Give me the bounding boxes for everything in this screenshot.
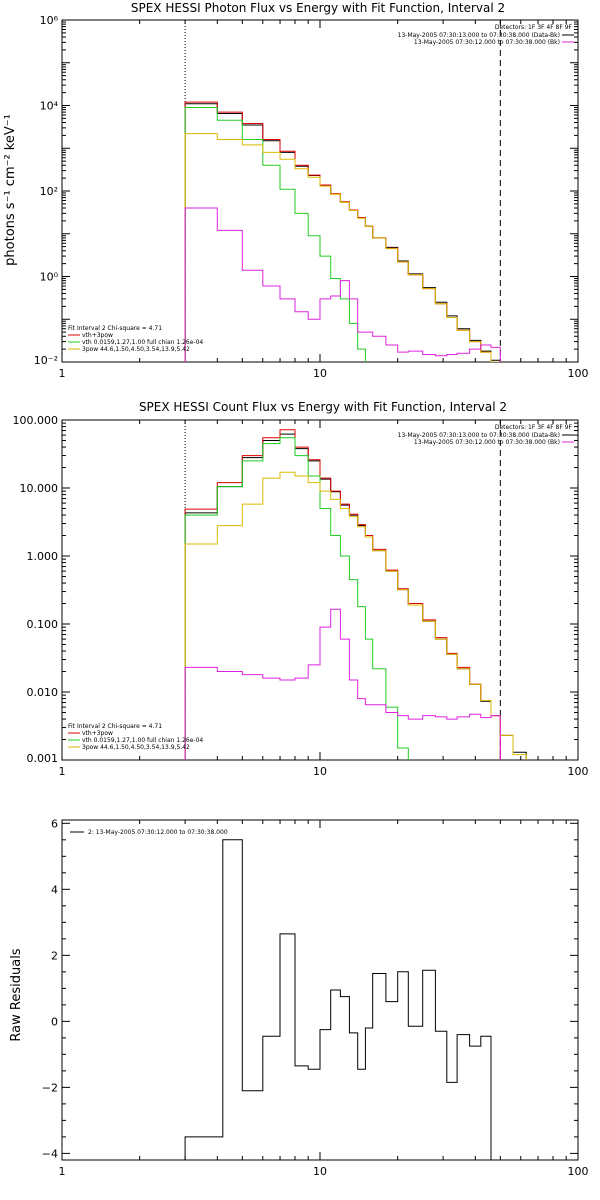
- y-tick-label: 0.010: [27, 686, 59, 699]
- series-line: [184, 471, 539, 760]
- y-tick-label: −4: [42, 1147, 58, 1160]
- legend-entry: 2: 13-May-2005 07:30:12.000 to 07:30:38.…: [88, 829, 228, 836]
- series-line: [184, 437, 409, 760]
- series-line: [184, 429, 501, 760]
- legend-entry: 13-May-2005 07:30:12.000 to 07:30:38.000…: [414, 39, 560, 46]
- legend-entry: vth+3pow: [82, 332, 113, 339]
- legend-header: Detectors: 1F 3F 4F 8F 9F: [495, 24, 573, 31]
- legend-entry: 13-May-2005 07:30:13.000 to 07:30:38.000…: [398, 432, 560, 439]
- y-tick-label: 4: [51, 883, 58, 896]
- y-tick-label: 2: [51, 949, 58, 962]
- y-tick-label: −2: [42, 1081, 58, 1094]
- legend-entry: vth+3pow: [82, 730, 113, 737]
- y-tick-label: 100.000: [13, 414, 59, 427]
- series-group: [184, 429, 539, 760]
- legend-entry: 3pow 44.6,1.50,4.50,3.54,13.9,5.42: [82, 744, 190, 751]
- y-tick-label: 10²: [40, 185, 58, 198]
- y-tick-label: 10⁴: [40, 100, 59, 113]
- legend-entry: vth 0.0159,1.27,1.00 full chian 1.26e-04: [82, 339, 203, 346]
- legend-header: Fit Interval 2 Chi-square = 4.71: [68, 325, 162, 332]
- legend-entry: vth 0.0159,1.27,1.00 full chian 1.26e-04: [82, 737, 203, 744]
- legend-entry: 13-May-2005 07:30:13.000 to 07:30:38.000…: [398, 32, 560, 39]
- series-line: [184, 133, 539, 362]
- y-tick-label: 10.000: [20, 482, 59, 495]
- series-group: [184, 101, 539, 362]
- series-line: [184, 103, 514, 362]
- y-tick-label: 10⁶: [40, 14, 59, 27]
- x-tick-label: 1: [59, 367, 66, 380]
- x-tick-label: 10: [313, 1165, 327, 1178]
- legend-entry: 3pow 44.6,1.50,4.50,3.54,13.9,5.42: [82, 346, 190, 353]
- series-line: [184, 101, 492, 362]
- y-tick-label: 0: [51, 1015, 58, 1028]
- x-tick-label: 1: [59, 1165, 66, 1178]
- x-tick-label: 100: [568, 1165, 589, 1178]
- x-tick-label: 100: [568, 765, 589, 778]
- y-tick-label: 6: [51, 817, 58, 830]
- y-tick-label: 10⁰: [40, 271, 59, 284]
- series-line: [184, 107, 374, 362]
- series-group: [184, 839, 492, 1160]
- y-tick-label: 10⁻²: [34, 354, 58, 367]
- panel-title: SPEX HESSI Photon Flux vs Energy with Fi…: [131, 1, 505, 15]
- panel-title: SPEX HESSI Count Flux vs Energy with Fit…: [139, 400, 507, 414]
- y-tick-label: 0.001: [27, 752, 59, 765]
- series-line: [184, 207, 501, 362]
- legend-header: Fit Interval 2 Chi-square = 4.71: [68, 723, 162, 730]
- legend-entry: 13-May-2005 07:30:12.000 to 07:30:38.000…: [414, 439, 560, 446]
- series-line: [184, 608, 501, 760]
- x-tick-label: 100: [568, 367, 589, 380]
- series-line: [184, 839, 492, 1160]
- y-tick-label: 0.100: [27, 618, 59, 631]
- y-axis-label: Raw Residuals: [9, 948, 24, 1041]
- y-axis-label: photons s⁻¹ cm⁻² keV⁻¹: [3, 114, 18, 266]
- photon-flux-panel: SPEX HESSI Photon Flux vs Energy with Fi…: [3, 1, 589, 380]
- x-tick-label: 1: [59, 765, 66, 778]
- legend-header: Detectors: 1F 3F 4F 8F 9F: [495, 424, 573, 431]
- residuals-panel: Raw Residuals 1 10 100 −4 −2 0 2 4 6 2: 13-May-20…: [9, 817, 589, 1178]
- x-tick-label: 10: [313, 765, 327, 778]
- count-flux-panel: SPEX HESSI Count Flux vs Energy with Fit…: [13, 400, 589, 778]
- y-tick-label: 1.000: [27, 550, 59, 563]
- x-tick-label: 10: [313, 367, 327, 380]
- plot-frame: [61, 819, 579, 1161]
